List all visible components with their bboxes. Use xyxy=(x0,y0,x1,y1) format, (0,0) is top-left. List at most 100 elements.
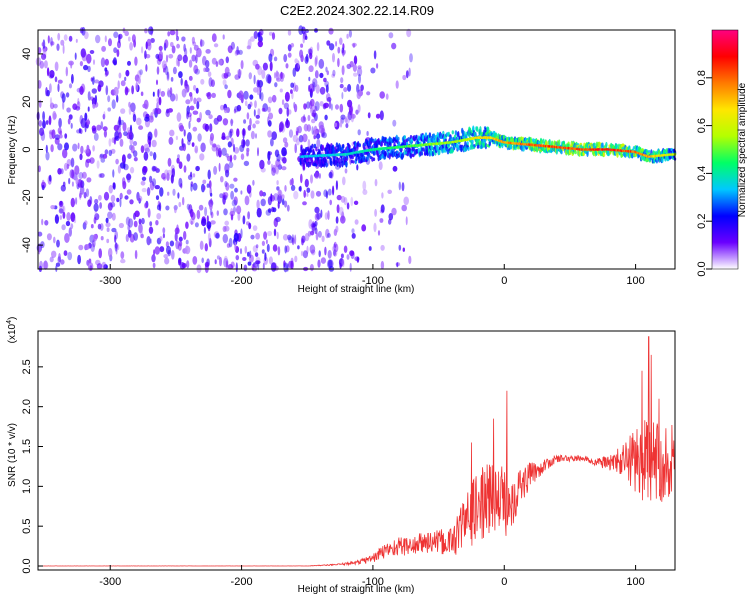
spectrogram-noise-cell xyxy=(267,230,273,237)
spectrogram-noise-cell xyxy=(267,160,271,165)
spectrogram-noise-cell xyxy=(225,135,230,141)
spectrogram-noise-cell xyxy=(147,131,153,141)
spectrogram-noise-cell xyxy=(270,262,277,272)
spectrogram-noise-cell xyxy=(198,204,204,211)
spectrogram-noise-cell xyxy=(116,49,120,58)
spectrogram-noise-cell xyxy=(312,78,318,88)
colorbar-tick-label: 0.8 xyxy=(696,70,708,85)
spectrogram-noise-cell xyxy=(38,99,42,108)
spectrogram-noise-cell xyxy=(49,97,53,106)
spectrogram-noise-cell xyxy=(246,149,249,157)
spectrogram-noise-cell xyxy=(92,234,98,242)
spectrogram-noise-cell xyxy=(309,52,313,60)
colorbar-ticks: 0.0 0.2 0.4 0.6 0.8 xyxy=(696,70,712,277)
spectrogram-noise-cell xyxy=(158,96,162,106)
spectrogram-noise-cell xyxy=(323,102,330,109)
spectrogram-noise-cell xyxy=(225,260,229,269)
spectrogram-noise-cell xyxy=(143,143,150,152)
spectrogram-noise-cell xyxy=(184,85,188,94)
spectrogram-noise-cell xyxy=(201,218,207,227)
spectrogram-noise-cell xyxy=(158,45,163,52)
spectrogram-noise-cell xyxy=(243,160,250,167)
snr-plot-area xyxy=(38,331,675,570)
spectrogram-noise-cell xyxy=(174,206,177,214)
spectrogram-noise-cell xyxy=(80,185,85,195)
spectrogram-noise-cell xyxy=(354,219,359,225)
spectrogram-noise-cell xyxy=(117,244,120,251)
spectrogram-noise-cell xyxy=(355,109,359,115)
spectrogram-noise-cell xyxy=(64,233,70,243)
spectrogram-noise-cell xyxy=(398,181,401,191)
spectrogram-noise-cell xyxy=(341,65,345,76)
spectrogram-noise-cell xyxy=(124,30,129,37)
spectrogram-noise-cell xyxy=(183,230,187,240)
snr-x-tick-label: -200 xyxy=(231,576,253,588)
spectrogram-noise-cell xyxy=(268,31,273,36)
spectrogram-noise-cell xyxy=(255,260,261,265)
spectrogram-noise-cell xyxy=(115,158,119,165)
spectrogram-noise-cell xyxy=(44,220,49,226)
spectrogram-noise-cell xyxy=(253,31,258,39)
spectrogram-noise-cell xyxy=(114,135,120,141)
spectrogram-noise-cell xyxy=(243,119,247,124)
colorbar-tick-label: 0.6 xyxy=(696,118,708,133)
spectrogram-noise-cell xyxy=(123,163,129,171)
spectrogram-tone-cell xyxy=(661,157,664,164)
spectrogram-noise-cell xyxy=(373,50,377,60)
spectrogram-tone-cell xyxy=(308,161,312,167)
colorbar-label: Normalized spectral amplitude xyxy=(737,82,748,217)
spectrogram-noise-cell xyxy=(99,154,103,160)
spectrogram-noise-cell xyxy=(60,259,65,265)
spectrogram-tone-cell xyxy=(488,141,491,146)
spectrogram-noise-cell xyxy=(402,247,405,252)
spectrogram-noise-cell xyxy=(148,115,154,123)
spectrogram-noise-cell xyxy=(180,77,183,86)
spectrogram-noise-cell xyxy=(39,260,43,271)
spectrogram-noise-cell xyxy=(75,38,78,43)
spectrogram-noise-cell xyxy=(66,163,70,170)
spectrogram-noise-cell xyxy=(287,234,292,241)
spectrogram-noise-cell xyxy=(271,167,276,176)
spectrogram-noise-cell xyxy=(79,61,83,67)
spectrogram-noise-cell xyxy=(238,90,244,101)
spectrogram-noise-cell xyxy=(178,201,182,208)
snr-multiplier: (x104) xyxy=(6,317,18,344)
spectrogram-noise-cell xyxy=(194,148,198,153)
spectrogram-noise-cell xyxy=(107,211,113,219)
spectrogram-noise-cell xyxy=(99,223,104,231)
spectrogram-noise-cell xyxy=(255,120,260,125)
spectrogram-noise-cell xyxy=(140,180,146,186)
spectrogram-noise-cell xyxy=(375,113,381,119)
spectrogram-noise-cell xyxy=(178,71,183,79)
spectrogram-noise-cell xyxy=(57,127,62,135)
spectrogram-noise-cell xyxy=(75,177,79,185)
spectrogram-noise-cell xyxy=(244,195,250,206)
spectrogram-noise-cell xyxy=(113,47,118,54)
spectrogram-noise-cell xyxy=(348,104,354,113)
spectrogram-noise-cell xyxy=(247,184,252,191)
spectrogram-noise-cell xyxy=(69,169,75,179)
spectrogram-noise-cell xyxy=(236,69,243,77)
spectrogram-noise-cell xyxy=(133,232,139,241)
spectrogram-noise-cell xyxy=(114,230,118,240)
spectrogram-noise-cell xyxy=(210,133,214,141)
spectrogram-noise-cell xyxy=(156,57,162,65)
spectrogram-noise-cell xyxy=(120,80,126,87)
spectrogram-noise-cell xyxy=(54,76,58,83)
spectrogram-tone-cell xyxy=(616,152,619,158)
spectrogram-noise-cell xyxy=(180,183,183,189)
spectrogram-noise-cell xyxy=(210,198,213,205)
spectrogram-noise-cell xyxy=(309,46,314,55)
spectrogram-noise-cell xyxy=(112,182,116,189)
spectrogram-noise-cell xyxy=(272,164,277,173)
spectrogram-noise-cell xyxy=(318,250,321,258)
spectrogram-noise-cell xyxy=(278,122,284,132)
spectrogram-noise-cell xyxy=(317,230,322,238)
spectrogram-noise-cell xyxy=(195,165,200,172)
spectrogram-noise-cell xyxy=(229,183,235,189)
spectrogram-x-tick-label: 0 xyxy=(501,275,507,287)
spectrogram-noise-cell xyxy=(343,197,348,206)
spectrogram-noise-cell xyxy=(189,218,195,225)
spectrogram-noise-cell xyxy=(388,32,394,39)
